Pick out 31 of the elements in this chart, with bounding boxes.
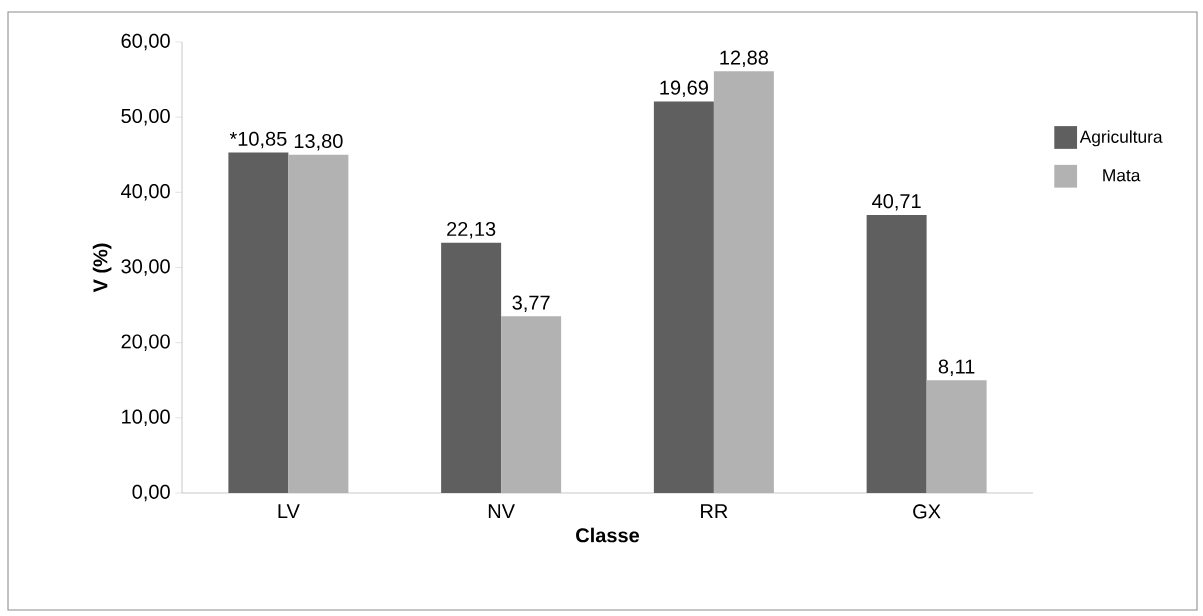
annotation: 19,69 xyxy=(660,80,708,98)
x-tick-label: GX xyxy=(913,504,941,519)
annotation: 40,71 xyxy=(872,194,921,211)
bar xyxy=(501,316,562,493)
legend-label: Mata xyxy=(1103,169,1141,182)
y-axis-title: V (%) xyxy=(92,243,112,293)
y-tick-label: 50,00 xyxy=(121,108,170,126)
bar xyxy=(228,152,289,493)
annotation: 13,80 xyxy=(294,133,343,151)
annotation: 3,77 xyxy=(512,295,550,313)
annotation: 22,13 xyxy=(447,221,496,239)
y-tick-label: 0,00 xyxy=(132,484,170,502)
x-tick-label: NV xyxy=(488,504,515,519)
bar xyxy=(926,380,987,493)
y-tick-label: 10,00 xyxy=(122,409,170,427)
bar xyxy=(713,71,774,493)
legend-label: Agricultura xyxy=(1079,130,1163,147)
x-axis-title: Classe xyxy=(576,527,640,543)
bar xyxy=(288,154,349,493)
y-tick-label: 20,00 xyxy=(121,334,170,351)
x-tick-label: LV xyxy=(278,504,300,519)
bar xyxy=(866,214,927,493)
annotation: *10,85 xyxy=(229,131,287,149)
x-tick-label: RR xyxy=(701,504,728,519)
annotation: 8,11 xyxy=(938,359,975,376)
bar xyxy=(653,101,714,493)
annotation: 12,88 xyxy=(720,50,769,68)
bar xyxy=(441,242,502,493)
y-tick-label: 30,00 xyxy=(121,259,170,276)
y-tick-label: 40,00 xyxy=(121,184,170,201)
y-tick-label: 60,00 xyxy=(121,33,170,51)
